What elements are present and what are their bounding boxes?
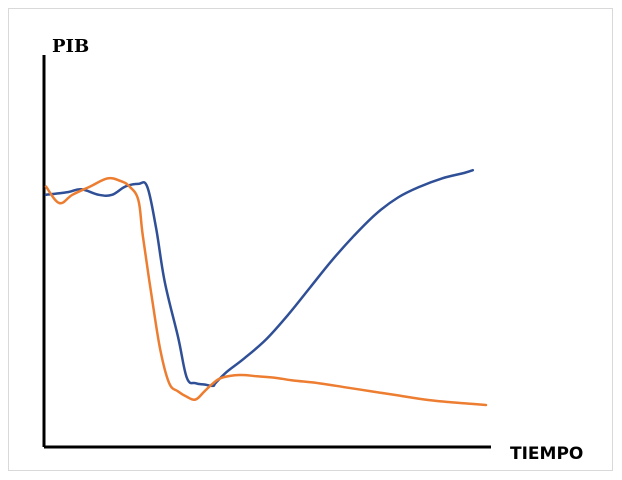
y-axis-label: PIB (52, 36, 89, 57)
chart-frame (8, 8, 613, 471)
series-line-2 (44, 176, 488, 407)
series-line-1 (44, 168, 475, 388)
x-axis-label: TIEMPO (510, 444, 583, 464)
series-layer (44, 168, 488, 407)
